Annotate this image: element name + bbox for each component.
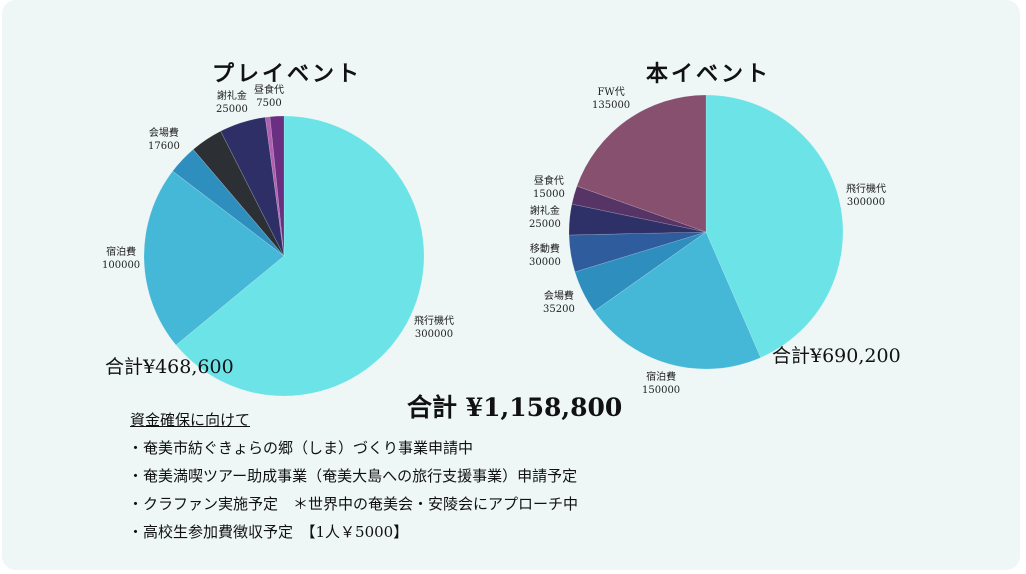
slice-label-value: 300000 [846, 197, 886, 208]
pie-slice [192, 130, 285, 257]
slice-label: 昼食代 7500 [254, 84, 284, 110]
slice-label: 宿泊費 150000 [642, 371, 680, 397]
slice-label: 謝礼金 25000 [529, 205, 561, 231]
pie-slice [568, 203, 707, 236]
slice-label-name: 謝礼金 [216, 91, 247, 102]
pie-slice [175, 115, 425, 397]
slice-label-name: 昼食代 [254, 85, 284, 96]
slice-label: 謝礼金 25000 [216, 90, 248, 116]
slice-label-value: 15000 [533, 189, 565, 200]
slice-label-name: 飛行機代 [846, 184, 886, 195]
slice-label-name: 会場費 [148, 128, 179, 139]
grand-total: 合計 ¥1,158,800 [407, 393, 623, 422]
main-event-title: 本イベント [646, 61, 772, 87]
slice-label: 飛行機代 300000 [846, 183, 886, 209]
slice-label: 会場費 35200 [543, 290, 575, 316]
funding-notes: 資金確保に向けて ・奄美市紡ぐきょらの郷（しま）づくり事業申請中 ・奄美満喫ツア… [128, 406, 578, 546]
pie-slice [568, 231, 707, 273]
note-item: ・高校生参加費徴収予定 【1人￥5000】 [128, 523, 409, 541]
slice-label-name: 謝礼金 [529, 206, 560, 217]
slice-label-name: 移動費 [529, 244, 560, 255]
slice-label-value: 35200 [543, 304, 575, 315]
pie-slice [269, 115, 285, 257]
pie-slice [576, 94, 707, 233]
slice-label: 会場費 17600 [148, 127, 180, 153]
main-event-total: 合計¥690,200 [772, 345, 901, 367]
slice-label-value: 25000 [529, 219, 561, 230]
pre-event-title: プレイベント [212, 61, 363, 87]
pie-slice [571, 185, 707, 233]
note-item: ・奄美市紡ぐきょらの郷（しま）づくり事業申請中 [128, 439, 474, 457]
slice-label-name: 飛行機代 [414, 316, 454, 327]
slice-label-value: 17600 [148, 141, 180, 152]
slice-label-value: 30000 [529, 257, 561, 268]
slice-label-value: 150000 [642, 385, 681, 396]
slice-label: FW代 135000 [592, 86, 630, 112]
slice-label-name: 会場費 [543, 291, 574, 302]
note-item: ・奄美満喫ツアー助成事業（奄美大島への旅行支援事業）申請予定 [128, 467, 578, 485]
slice-label: 昼食代 15000 [533, 175, 565, 201]
slice-label-name: 宿泊費 [646, 372, 677, 383]
note-item: ・クラファン実施予定 ＊世界中の奄美会・安陵会にアプローチ中 [128, 495, 579, 513]
slice-label-name: 宿泊費 [106, 247, 137, 258]
slice-label: 宿泊費 100000 [102, 246, 140, 272]
pre-event-total: 合計¥468,600 [105, 356, 234, 378]
slice-label: 移動費 30000 [529, 243, 561, 269]
slice-label-value: 7500 [256, 98, 282, 109]
pie-slice [220, 116, 285, 257]
slice-label-value: 300000 [414, 329, 454, 340]
pie-slice [143, 170, 285, 346]
pie-slice [593, 231, 762, 370]
pie-slice [172, 148, 285, 257]
pie-slice [574, 231, 707, 312]
notes-heading: 資金確保に向けて [130, 411, 251, 429]
slice-label-value: 25000 [216, 104, 248, 115]
slice-label-name: FW代 [597, 87, 625, 98]
slice-label-value: 135000 [592, 100, 631, 111]
pie-slice [264, 116, 285, 257]
slice-label: 飛行機代 300000 [414, 315, 454, 341]
slice-label-name: 昼食代 [533, 176, 564, 187]
slice-label-value: 100000 [102, 260, 141, 271]
pie-slice [705, 94, 844, 359]
